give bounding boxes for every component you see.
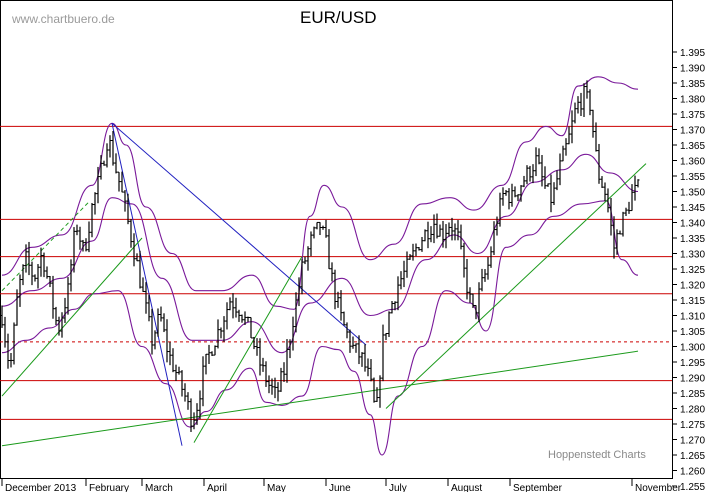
y-tick-label: 1.335 — [680, 234, 705, 245]
x-tick-label: July — [389, 483, 407, 492]
x-tick-label: September — [513, 483, 563, 492]
y-tick-label: 1.255 — [680, 482, 705, 492]
bollinger-middle-line — [1, 153, 639, 354]
y-tick-label: 1.260 — [680, 467, 705, 478]
y-tick-label: 1.300 — [680, 343, 705, 354]
y-tick-label: 1.375 — [680, 110, 705, 121]
x-tick-label: March — [145, 483, 173, 492]
trendline — [1, 237, 143, 397]
trendline — [1, 350, 639, 447]
trendline — [111, 122, 367, 346]
watermark: www.chartbuero.de — [12, 12, 115, 26]
trendline — [385, 163, 647, 409]
y-tick-label: 1.365 — [680, 141, 705, 152]
plot-frame — [0, 0, 673, 479]
bollinger-lower-line — [1, 200, 639, 456]
y-tick-label: 1.380 — [680, 95, 705, 106]
x-tick-label: February — [89, 483, 129, 492]
y-tick-label: 1.290 — [680, 374, 705, 385]
y-tick-label: 1.390 — [680, 64, 705, 75]
y-tick-label: 1.355 — [680, 172, 705, 183]
y-tick-label: 1.280 — [680, 405, 705, 416]
y-tick-label: 1.340 — [680, 219, 705, 230]
y-tick-label: 1.265 — [680, 451, 705, 462]
y-tick-label: 1.295 — [680, 358, 705, 369]
x-tick-label: November — [635, 483, 682, 492]
trendline — [111, 123, 183, 446]
y-tick-label: 1.310 — [680, 312, 705, 323]
y-tick-label: 1.305 — [680, 327, 705, 338]
y-tick-label: 1.270 — [680, 436, 705, 447]
y-tick-label: 1.395 — [680, 48, 705, 59]
y-tick-label: 1.345 — [680, 203, 705, 214]
chart-title: EUR/USD — [300, 8, 377, 27]
y-tick-label: 1.320 — [680, 281, 705, 292]
y-tick-label: 1.370 — [680, 126, 705, 137]
x-tick-label: December 2013 — [5, 483, 77, 492]
x-tick-label: August — [451, 483, 482, 492]
x-tick-label: May — [267, 483, 286, 492]
trendline — [1, 200, 91, 292]
y-tick-label: 1.350 — [680, 188, 705, 199]
y-tick-label: 1.315 — [680, 296, 705, 307]
credit-label: Hoppenstedt Charts — [548, 449, 646, 461]
y-tick-label: 1.385 — [680, 79, 705, 90]
trendline — [193, 256, 303, 443]
x-tick-label: June — [329, 483, 351, 492]
x-tick-label: April — [207, 483, 227, 492]
bollinger-upper-line — [1, 76, 639, 310]
y-tick-label: 1.330 — [680, 250, 705, 261]
y-tick-label: 1.285 — [680, 389, 705, 400]
y-tick-label: 1.325 — [680, 265, 705, 276]
y-tick-label: 1.275 — [680, 420, 705, 431]
y-tick-label: 1.360 — [680, 157, 705, 168]
